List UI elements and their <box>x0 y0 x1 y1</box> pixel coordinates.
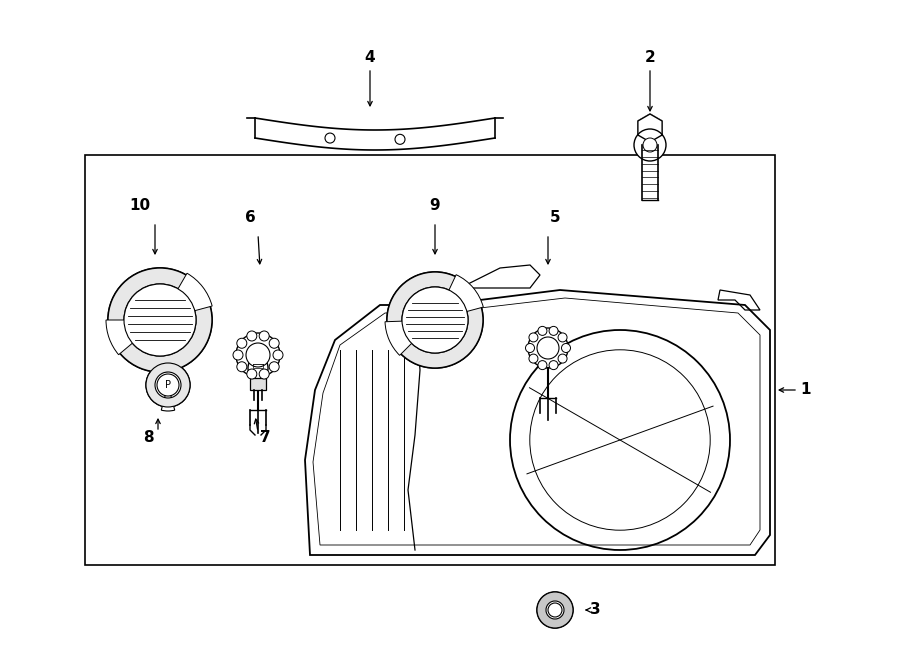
Text: 2: 2 <box>644 50 655 65</box>
Circle shape <box>395 134 405 144</box>
Wedge shape <box>108 268 212 372</box>
Text: 4: 4 <box>364 50 375 65</box>
Circle shape <box>246 343 270 367</box>
Bar <box>250 378 266 390</box>
Circle shape <box>549 327 558 335</box>
Circle shape <box>562 344 571 352</box>
Circle shape <box>236 333 280 377</box>
Text: 1: 1 <box>800 383 811 397</box>
Bar <box>85 155 775 565</box>
Wedge shape <box>385 320 435 356</box>
Circle shape <box>157 374 179 396</box>
Text: P: P <box>165 380 171 390</box>
Circle shape <box>537 337 559 359</box>
Text: 6: 6 <box>245 210 256 225</box>
Circle shape <box>402 287 468 353</box>
Circle shape <box>259 331 269 341</box>
Circle shape <box>538 361 547 369</box>
Circle shape <box>387 272 483 368</box>
Circle shape <box>529 333 538 342</box>
Circle shape <box>634 129 666 161</box>
Wedge shape <box>146 363 190 407</box>
Circle shape <box>558 354 567 363</box>
Circle shape <box>259 369 269 379</box>
Circle shape <box>237 362 247 371</box>
Circle shape <box>538 327 547 335</box>
Circle shape <box>558 333 567 342</box>
Circle shape <box>526 344 535 352</box>
Text: 3: 3 <box>590 602 600 617</box>
Text: 7: 7 <box>260 430 270 445</box>
Circle shape <box>537 592 573 628</box>
Wedge shape <box>435 275 483 320</box>
Circle shape <box>247 331 256 341</box>
Circle shape <box>237 338 247 348</box>
Circle shape <box>273 350 283 360</box>
Circle shape <box>528 328 568 368</box>
Circle shape <box>146 363 190 407</box>
Wedge shape <box>161 385 175 411</box>
Text: 8: 8 <box>143 430 153 445</box>
Circle shape <box>643 138 657 152</box>
Text: 5: 5 <box>550 210 561 225</box>
Circle shape <box>247 369 256 379</box>
Circle shape <box>529 354 538 363</box>
Circle shape <box>233 350 243 360</box>
Circle shape <box>108 268 212 372</box>
Wedge shape <box>160 273 212 320</box>
Text: 10: 10 <box>130 198 150 213</box>
Circle shape <box>269 338 279 348</box>
Text: 9: 9 <box>429 198 440 213</box>
Circle shape <box>325 133 335 143</box>
Ellipse shape <box>248 356 268 380</box>
Wedge shape <box>387 272 483 368</box>
Wedge shape <box>106 320 160 355</box>
Circle shape <box>548 603 562 617</box>
Polygon shape <box>638 114 662 142</box>
Wedge shape <box>537 592 573 628</box>
Circle shape <box>549 361 558 369</box>
Circle shape <box>269 362 279 371</box>
Circle shape <box>124 284 196 356</box>
